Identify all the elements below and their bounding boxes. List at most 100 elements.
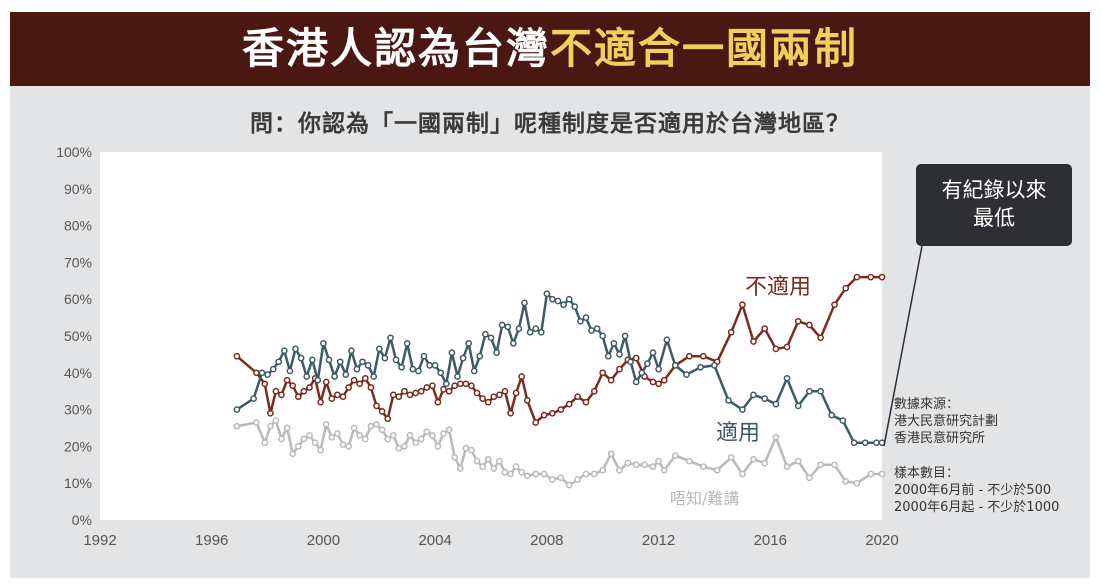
data-point	[484, 455, 492, 463]
data-point	[381, 354, 389, 362]
data-point	[339, 393, 347, 401]
data-point	[462, 444, 470, 452]
data-point	[649, 463, 657, 470]
data-point	[607, 376, 615, 384]
data-point	[345, 443, 352, 450]
data-point	[554, 297, 562, 305]
data-point	[468, 382, 475, 390]
title-banner: 香港人認為台灣不適合一國兩制	[10, 12, 1090, 86]
data-point	[308, 356, 316, 364]
data-point	[783, 463, 791, 470]
data-point	[842, 478, 850, 485]
y-tick-label: 20%	[64, 438, 92, 454]
data-point	[593, 325, 601, 332]
data-point	[532, 470, 540, 478]
data-point	[750, 391, 757, 399]
data-point	[300, 387, 308, 395]
data-point	[699, 463, 707, 470]
data-point	[292, 345, 299, 353]
data-point	[772, 345, 780, 353]
data-point	[861, 439, 869, 447]
data-point	[817, 387, 824, 395]
series-label-applicable: 適用	[716, 421, 760, 446]
data-point	[828, 411, 836, 419]
data-point	[261, 380, 269, 388]
data-point	[462, 380, 470, 388]
data-point	[401, 443, 408, 450]
data-point	[297, 354, 305, 362]
data-point	[417, 435, 425, 443]
data-point	[434, 443, 442, 450]
data-point	[415, 367, 422, 375]
data-point	[616, 466, 623, 474]
y-tick-label: 40%	[64, 365, 92, 381]
data-point	[373, 402, 380, 410]
data-point	[456, 465, 464, 472]
data-point	[543, 290, 551, 298]
data-point	[278, 391, 285, 399]
data-point	[501, 468, 509, 476]
series-label-dont-know: 唔知/難講	[670, 489, 739, 508]
data-point	[440, 386, 447, 393]
data-point	[565, 481, 573, 489]
data-point	[565, 400, 573, 408]
data-point	[624, 459, 632, 467]
data-point	[378, 426, 386, 434]
title-main: 香港人認為台灣	[241, 24, 550, 73]
survey-question: 問：你認為「一國兩制」呢種制度是否適用於台灣地區？	[250, 111, 850, 137]
data-point	[878, 470, 886, 478]
data-point	[328, 395, 336, 402]
y-tick-label: 100%	[56, 144, 92, 160]
data-point	[699, 352, 707, 360]
data-point	[532, 419, 540, 426]
data-point	[364, 362, 372, 369]
data-point	[739, 470, 746, 478]
data-point	[577, 317, 584, 325]
data-point	[456, 380, 464, 388]
data-point	[322, 420, 330, 428]
data-point	[549, 295, 556, 303]
data-point	[532, 325, 540, 332]
series-label-not-applicable: 不適用	[745, 275, 811, 300]
data-point	[487, 334, 495, 342]
data-point	[261, 439, 269, 447]
data-point	[831, 461, 838, 469]
data-point	[727, 328, 735, 336]
data-point	[267, 422, 274, 430]
data-point	[306, 384, 313, 391]
data-point	[663, 336, 671, 344]
data-point	[398, 363, 405, 371]
data-point	[549, 476, 556, 483]
data-point	[412, 439, 419, 447]
data-point	[523, 472, 531, 480]
data-point	[331, 373, 338, 380]
data-point	[233, 352, 241, 360]
data-point	[406, 391, 414, 399]
data-point	[582, 398, 590, 406]
data-point	[873, 439, 880, 447]
data-point	[253, 419, 260, 426]
data-point	[616, 351, 623, 358]
data-point	[409, 365, 417, 373]
data-point	[599, 466, 607, 474]
data-point	[448, 349, 456, 356]
data-point	[817, 334, 824, 342]
data-point	[320, 340, 327, 347]
data-point	[761, 395, 769, 402]
data-point	[683, 371, 690, 378]
data-point	[574, 476, 581, 483]
data-point	[384, 415, 392, 423]
data-point	[339, 441, 347, 448]
data-point	[328, 433, 336, 441]
data-point	[783, 374, 791, 382]
data-point	[711, 362, 718, 369]
data-point	[590, 470, 598, 478]
data-point	[660, 466, 668, 474]
line-chart: 0%10%20%30%40%50%60%70%80%90%100% 1992 19…	[56, 144, 923, 549]
data-point	[289, 450, 297, 458]
series-layer	[233, 273, 886, 489]
data-point	[484, 398, 492, 406]
data-point	[685, 457, 693, 465]
data-point	[342, 371, 350, 378]
